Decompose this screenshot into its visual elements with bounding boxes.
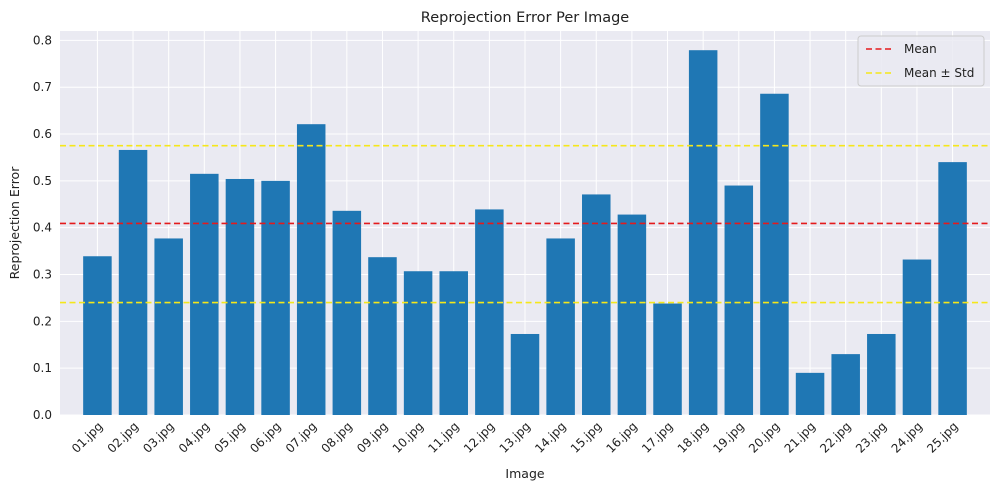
bar-06.jpg	[261, 180, 290, 415]
x-tick-label: 08.jpg	[318, 419, 355, 456]
x-tick-label: 14.jpg	[532, 419, 569, 456]
x-tick-label: 25.jpg	[924, 419, 961, 456]
x-tick-label: 15.jpg	[568, 419, 605, 456]
legend-label: Mean	[904, 42, 937, 56]
bar-15.jpg	[582, 194, 611, 415]
bar-23.jpg	[867, 333, 896, 415]
bar-16.jpg	[617, 214, 647, 415]
bar-18.jpg	[688, 50, 718, 415]
x-tick-label: 06.jpg	[247, 419, 284, 456]
y-tick-label: 0.6	[33, 127, 52, 141]
x-axis-title: Image	[505, 466, 544, 481]
y-tick-label: 0.7	[33, 80, 52, 94]
y-tick-label: 0.0	[33, 408, 52, 422]
y-axis-title: Reprojection Error	[7, 166, 22, 280]
x-tick-label: 13.jpg	[497, 419, 534, 456]
bar-03.jpg	[154, 238, 183, 415]
x-tick-labels: 01.jpg 02.jpg 03.jpg 04.jpg 05.jpg 06.jpg 07.j…	[69, 419, 961, 456]
bars	[83, 50, 967, 415]
x-tick-label: 10.jpg	[390, 419, 427, 456]
bar-19.jpg	[724, 185, 754, 415]
y-tick-label: 0.3	[33, 268, 52, 282]
x-tick-label: 21.jpg	[782, 419, 819, 456]
x-tick-label: 24.jpg	[889, 419, 926, 456]
x-tick-label: 11.jpg	[425, 419, 462, 456]
x-tick-label: 17.jpg	[639, 419, 676, 456]
bar-24.jpg	[902, 259, 932, 415]
x-tick-label: 19.jpg	[710, 419, 747, 456]
bar-25.jpg	[938, 162, 967, 415]
bar-12.jpg	[475, 209, 504, 415]
bar-21.jpg	[795, 372, 825, 415]
reference-lines	[60, 144, 990, 304]
bar-17.jpg	[653, 303, 682, 415]
x-tick-label: 04.jpg	[176, 419, 213, 456]
x-tick-label: 20.jpg	[746, 419, 783, 456]
x-tick-label: 07.jpg	[283, 419, 320, 456]
y-tick-label: 0.4	[33, 221, 52, 235]
x-tick-label: 01.jpg	[69, 419, 106, 456]
x-tick-label: 18.jpg	[675, 419, 712, 456]
bar-20.jpg	[760, 93, 789, 415]
bar-07.jpg	[296, 124, 326, 415]
x-tick-label: 23.jpg	[853, 419, 890, 456]
bar-22.jpg	[831, 354, 860, 415]
x-tick-label: 22.jpg	[817, 419, 854, 456]
bar-09.jpg	[368, 257, 397, 415]
y-tick-label: 0.1	[33, 361, 52, 375]
x-tick-label: 12.jpg	[461, 419, 498, 456]
x-tick-label: 03.jpg	[140, 419, 177, 456]
x-tick-label: 09.jpg	[354, 419, 391, 456]
bar-01.jpg	[83, 256, 112, 415]
bar-14.jpg	[546, 238, 575, 415]
x-tick-label: 16.jpg	[603, 419, 640, 456]
bar-13.jpg	[510, 333, 540, 415]
y-tick-label: 0.8	[33, 33, 52, 47]
chart-title: Reprojection Error Per Image	[421, 10, 630, 26]
y-tick-label: 0.2	[33, 314, 52, 328]
x-tick-label: 05.jpg	[212, 419, 249, 456]
y-tick-labels: 0.0 0.1 0.2 0.3 0.4 0.5 0.6 0.7 0.8	[33, 33, 52, 422]
x-tick-label: 02.jpg	[105, 419, 142, 456]
bar-05.jpg	[225, 178, 255, 415]
y-tick-label: 0.5	[33, 174, 52, 188]
legend-label: Mean ± Std	[904, 66, 974, 80]
bar-04.jpg	[190, 173, 219, 415]
bar-10.jpg	[403, 271, 433, 415]
legend: Mean Mean ± Std	[857, 35, 985, 87]
bar-02.jpg	[118, 149, 148, 415]
bar-11.jpg	[439, 271, 468, 415]
bar-08.jpg	[332, 210, 362, 415]
